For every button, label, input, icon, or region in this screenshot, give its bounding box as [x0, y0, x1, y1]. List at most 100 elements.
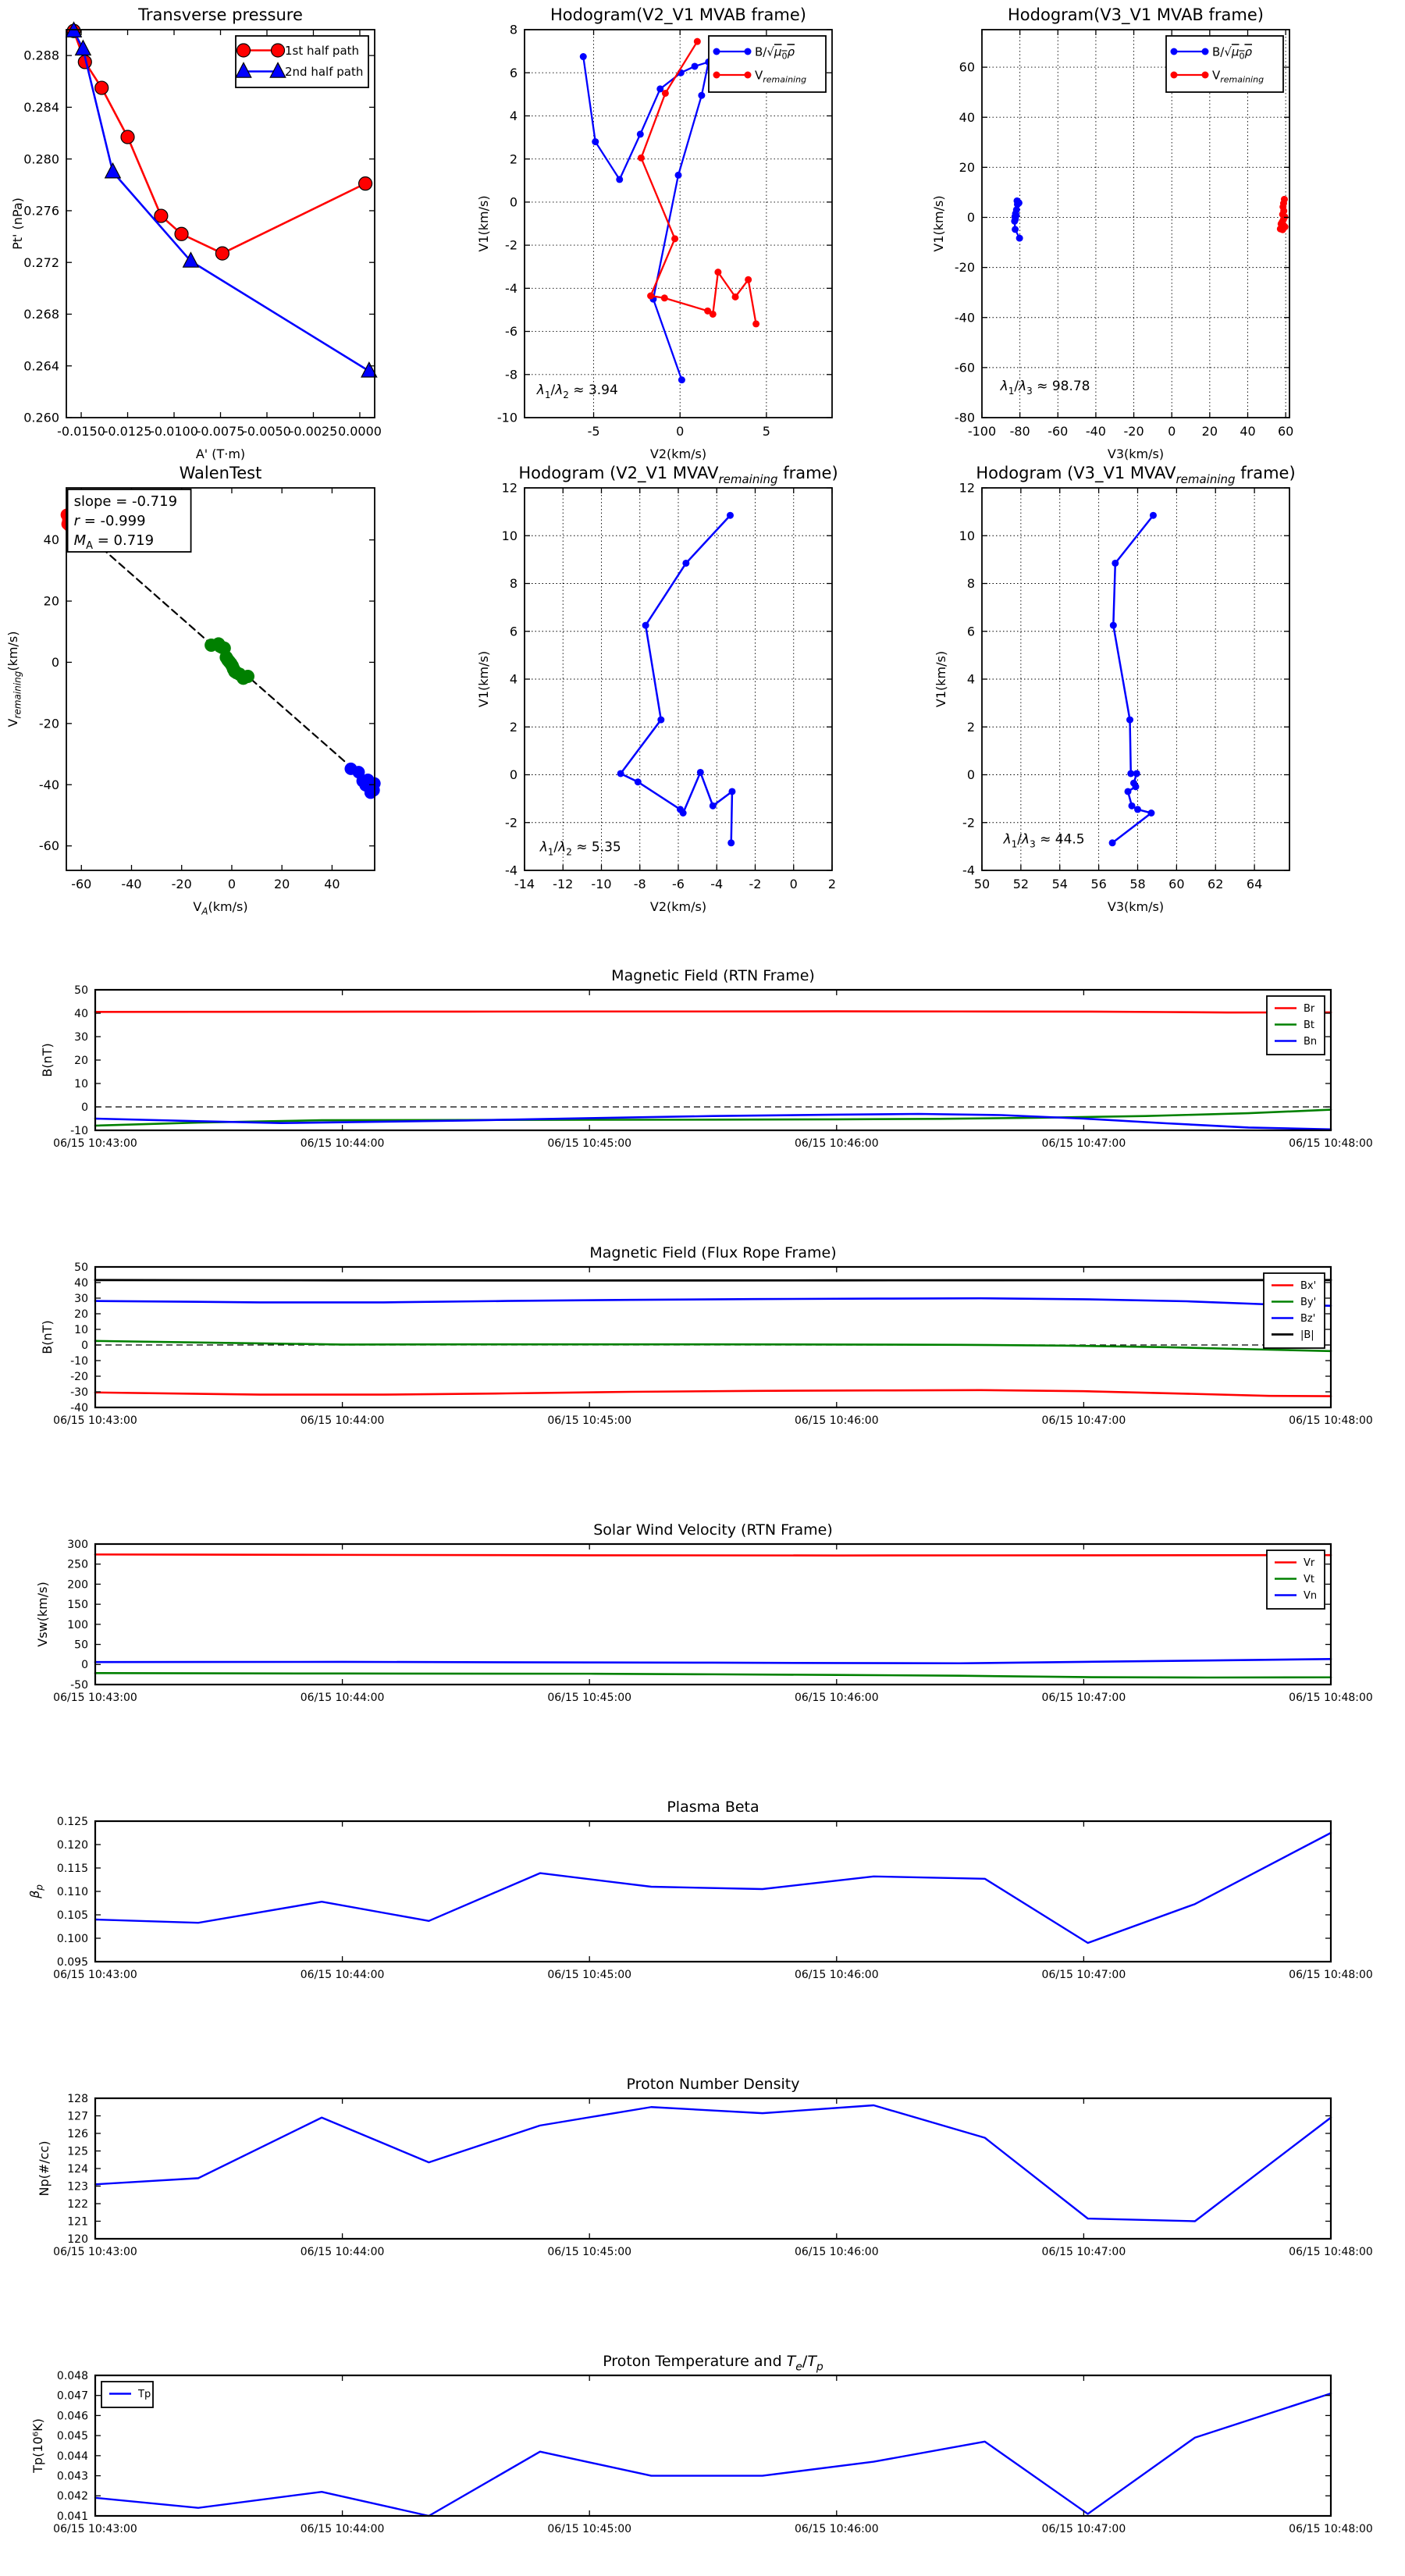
dot-marker [709, 310, 717, 318]
dot-marker [704, 307, 712, 315]
hodogram-v2v1-mvab-series-v-remaining [637, 37, 760, 328]
transverse-pressure-ytick-label: 0.284 [23, 100, 59, 115]
proton-temperature-xtick-label: 06/15 10:45:00 [547, 2523, 631, 2535]
plasma-beta-title: Plasma Beta [667, 1799, 759, 1816]
hodogram-v3v1-mvav-ytick-label: 6 [967, 624, 975, 639]
solar-wind-velocity-ylabel: Vsw(km/s) [35, 1582, 50, 1646]
plasma-beta-series-beta-p [94, 1831, 1332, 1944]
hodogram-v2v1-mvab-ytick-label: 6 [510, 66, 518, 80]
hodogram-v3v1-mvab-xtick-label: 40 [1240, 424, 1255, 439]
magnetic-field-rtn-xtick-label: 06/15 10:47:00 [1042, 1137, 1126, 1150]
annotation-line: slope = -0.719 [74, 493, 177, 510]
solar-wind-velocity-xtick-label: 06/15 10:45:00 [547, 1692, 631, 1704]
magnetic-field-rtn-title: Magnetic Field (RTN Frame) [611, 967, 815, 984]
walen-test-title: WalenTest [180, 464, 262, 482]
transverse-pressure-ytick-label: 0.272 [23, 255, 59, 270]
dot-marker [696, 768, 704, 776]
plasma-beta-ylabel: βp [27, 1884, 44, 1899]
circle-marker [358, 176, 373, 191]
walen-test-ylabel: Vremaining(km/s) [5, 632, 23, 728]
legend-box [235, 35, 369, 88]
hodogram-v3v1-mvav-ytick-label: 8 [967, 576, 975, 591]
circle-marker [236, 43, 251, 58]
walen-test-ytick-label: -20 [39, 716, 59, 731]
hodogram-v2v1-mvav-xlabel: V2(km/s) [650, 899, 706, 914]
dot-marker [714, 269, 722, 276]
proton-number-density-xtick-label: 06/15 10:43:00 [53, 2246, 137, 2258]
proton-number-density-xtick-label: 06/15 10:47:00 [1042, 2246, 1126, 2258]
solar-wind-velocity-legend-label: Vr [1304, 1557, 1315, 1569]
magnetic-field-flux-rope-ytick-label: -20 [70, 1371, 88, 1383]
magnetic-field-flux-rope-series-bx-prime [94, 1389, 1332, 1397]
proton-temperature-ytick-label: 0.047 [57, 2390, 88, 2403]
proton-number-density-ytick-label: 127 [67, 2110, 88, 2122]
magnetic-field-rtn-legend: Br Bt Bn [1266, 995, 1325, 1055]
series-line [94, 1831, 1332, 1944]
transverse-pressure-legend-label: 2nd half path [285, 65, 363, 79]
hodogram-v2v1-mvav-ytick-label: 4 [510, 672, 518, 687]
plasma-beta-ytick-label: 0.125 [57, 1816, 88, 1828]
plasma-beta-ytick-label: 0.110 [57, 1886, 88, 1898]
dot-marker [1133, 806, 1141, 813]
magnetic-field-rtn-xtick-label: 06/15 10:48:00 [1289, 1137, 1373, 1150]
series-line [94, 1672, 1332, 1679]
transverse-pressure-xtick-label: -0.0075 [197, 424, 245, 439]
solar-wind-velocity-ytick-label: 0 [81, 1659, 88, 1671]
series-line [94, 1553, 1332, 1557]
magnetic-field-rtn-xtick-label: 06/15 10:45:00 [547, 1137, 631, 1150]
proton-temperature-ytick-label: 0.043 [57, 2470, 88, 2482]
hodogram-v3v1-mvab-series-alfven-speed [1011, 197, 1023, 242]
transverse-pressure-xtick-label: -0.0050 [243, 424, 291, 439]
circle-marker [154, 208, 169, 223]
hodogram-v2v1-mvab-legend-label: B/√μ0ρ [755, 44, 795, 61]
proton-temperature-xtick-label: 06/15 10:43:00 [53, 2523, 137, 2535]
proton-temperature-ylabel: Tp(10⁶K) [30, 2418, 45, 2474]
walen-test-plot: -60 -40 -20 0 20 40 -60 -40 -20 0 20 40 WalenTest VA(… [5, 464, 381, 916]
hodogram-v2v1-mvav-ytick-label: 2 [510, 720, 518, 735]
magnetic-field-rtn-ytick-label: 10 [74, 1078, 88, 1091]
solar-wind-velocity-ytick-label: 50 [74, 1638, 88, 1651]
hodogram-v2v1-mvav-ytick-label: 10 [502, 528, 518, 543]
hodogram-v2v1-mvav-ytick-label: -4 [505, 863, 518, 878]
proton-number-density-ytick-label: 121 [67, 2215, 88, 2228]
hodogram-v3v1-mvab-series-v-remaining [1276, 195, 1289, 233]
series-line [640, 41, 757, 326]
series-line [94, 1108, 1332, 1127]
dot-marker [744, 48, 752, 55]
walen-test-series-cluster-middle [205, 637, 255, 685]
dot-marker [1201, 48, 1209, 55]
solar-wind-velocity-series-vt [94, 1672, 1332, 1679]
dot-marker [713, 71, 720, 79]
hodogram-v2v1-mvab-xtick-label: 0 [676, 424, 684, 439]
dot-marker [661, 89, 669, 97]
dot-marker [241, 669, 255, 683]
hodogram-v2v1-mvab-annotation-0: λ1/λ2 ≈ 3.94 [536, 382, 618, 400]
hodogram-v3v1-mvav-xtick-label: 60 [1168, 877, 1184, 891]
proton-number-density-xtick-label: 06/15 10:45:00 [547, 2246, 631, 2258]
transverse-pressure-xtick-label: -0.0125 [104, 424, 152, 439]
dot-marker [1015, 199, 1023, 207]
magnetic-field-flux-rope-ylabel: B(nT) [40, 1320, 55, 1354]
transverse-pressure-legend-label: 1st half path [285, 44, 359, 58]
dot-marker [634, 778, 642, 786]
dot-marker [744, 71, 752, 79]
dot-marker [1016, 234, 1023, 242]
dot-marker [1124, 788, 1132, 795]
proton-temperature-xtick-label: 06/15 10:48:00 [1289, 2523, 1373, 2535]
transverse-pressure-ytick-label: 0.288 [23, 48, 59, 63]
magnetic-field-rtn-plot: 06/15 10:43:00 06/15 10:44:00 06/15 10:45:… [40, 967, 1373, 1150]
hodogram-v2v1-mvav-ytick-label: 0 [510, 767, 518, 782]
proton-temperature-ytick-label: 0.042 [57, 2490, 88, 2503]
magnetic-field-flux-rope-plot: 06/15 10:43:00 06/15 10:44:00 06/15 10:45:… [40, 1244, 1373, 1427]
hodogram-v2v1-mvav-xtick-label: -14 [514, 877, 535, 891]
proton-number-density-ytick-label: 123 [67, 2180, 88, 2193]
magnetic-field-rtn-xtick-label: 06/15 10:46:00 [795, 1137, 879, 1150]
magnetic-field-flux-rope-ytick-label: 0 [81, 1340, 88, 1352]
plasma-beta-xtick-label: 06/15 10:44:00 [301, 1969, 385, 1981]
solar-wind-velocity-series-vn [94, 1658, 1332, 1665]
walen-test-ytick-label: 20 [44, 594, 59, 609]
plasma-beta-plot: 06/15 10:43:00 06/15 10:44:00 06/15 10:45:… [27, 1799, 1373, 1981]
dot-marker [728, 788, 736, 795]
